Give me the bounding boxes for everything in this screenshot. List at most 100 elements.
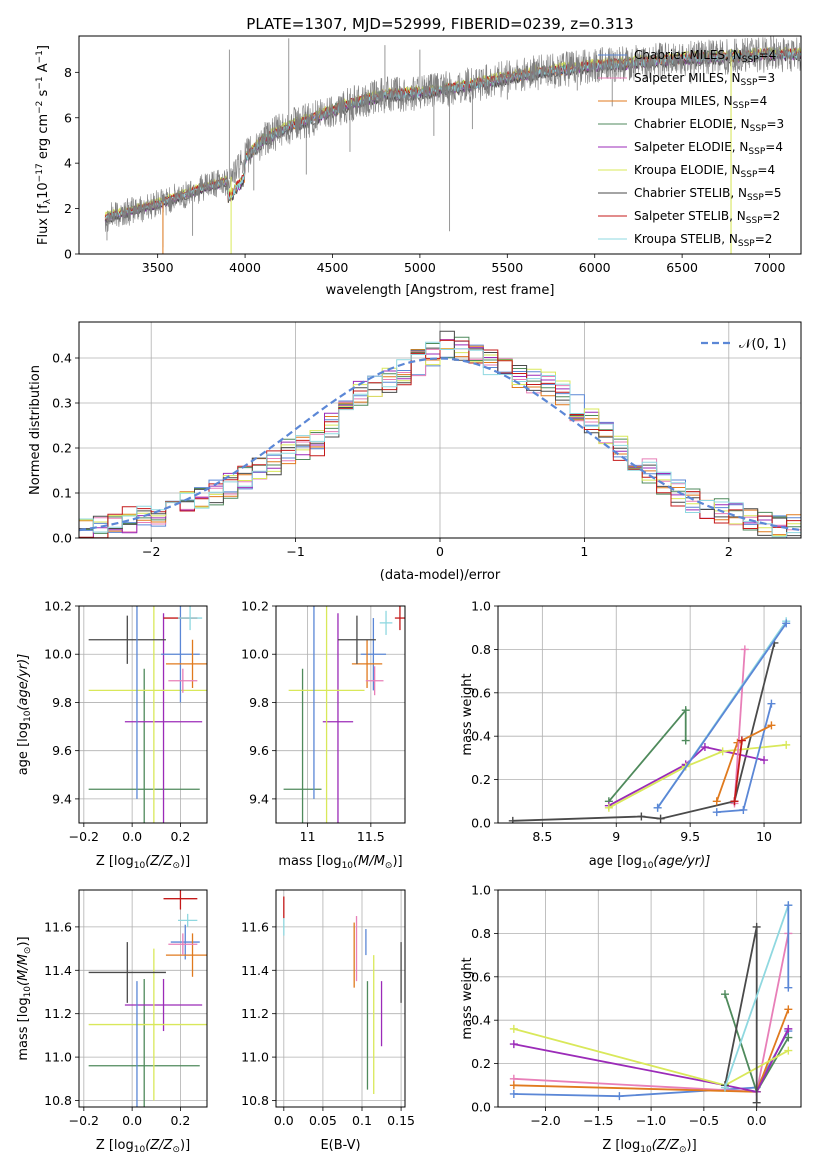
weight-marker [637,812,646,821]
legend-sub: SSP [741,78,758,88]
panel-spectrum: 3500 4000 4500 5000 5500 6000 6500 7000 0 2 4 6 8 Cha… [35,35,802,298]
x-axis-label-part: )] [687,1138,697,1153]
x-tick-label: 10 [756,829,772,844]
y-axis-label-part: λ [43,198,53,204]
y-axis-label-part: Flux [f [36,204,51,245]
weight-marker [508,816,517,823]
x-axis-label-part: )] [180,1138,190,1153]
panel-weight_vs_age: 8.5 9 9.5 10 0.0 0.2 0.4 0.6 0.8 1.0 mass weight ag… [460,599,802,871]
x-axis-label-part: 10 [134,861,146,871]
legend-label: Salpeter STELIB, NSSP=2 [634,209,780,226]
weight-marker [653,803,662,812]
weight-marker [784,1033,793,1042]
legend-label: Kroupa ELODIE, NSSP=4 [634,163,775,180]
x-axis-label-part: 10 [642,861,654,871]
y-tick-label: 1.0 [471,599,491,614]
legend-sub: SSP [738,239,755,249]
y-tick-label: 0.8 [471,642,491,657]
axes-frame [275,605,406,824]
y-tick-label: 6 [64,110,72,125]
x-tick-label: 7000 [754,260,786,275]
weight-marker [604,803,613,812]
y-axis-label: mass weight [460,673,475,755]
legend-text: Kroupa MILES, N [634,94,733,108]
y-tick-label: 0 [64,247,72,262]
x-tick-label: 5500 [491,260,523,275]
x-tick-label: 0.0 [122,829,142,844]
weight-lines [509,901,793,1107]
legend-text: Chabrier STELIB, N [634,186,747,200]
y-tick-label: 0.6 [471,685,491,700]
x-tick-label: 2 [725,544,733,559]
legend-n: =2 [763,209,781,223]
y-tick-label: 9.6 [249,743,269,758]
errorbars [88,890,207,1107]
legend-sub: SSP [748,147,765,157]
y-tick-label: 9.6 [52,743,72,758]
panel-residuals: −2 −1 0 1 2 0.0 0.1 0.2 0.3 0.4 𝒩(0, 1) (data-model… [28,321,802,583]
y-tick-label: 0.2 [52,441,72,456]
y-axis-label: age [log10(age/yr)] [16,654,33,776]
y-tick-label: 0.8 [471,926,491,941]
normal-curve [79,357,801,532]
legend-sub: SSP [742,55,759,65]
legend-text: Kroupa STELIB, N [634,232,738,246]
x-axis-label: Z [log10(Z/Z⊙)] [96,854,190,871]
y-tick-label: 0.3 [52,396,72,411]
weight-line [716,703,773,813]
y-tick-label: 0.2 [471,1056,491,1071]
axes-frame [78,889,208,1108]
y-tick-label: 0.4 [52,351,72,366]
axes-frame [497,889,802,1108]
legend-label: Salpeter MILES, NSSP=3 [634,71,775,88]
y-axis-label-part: (M/M [16,954,31,986]
x-axis-label-part: (Z/Z [145,1138,173,1153]
weight-marker [782,740,791,749]
weight-marker [739,805,748,814]
y-tick-label: 2 [64,201,72,216]
y-tick-label: 1.0 [471,883,491,898]
x-axis-label-part: Z [log [96,1138,134,1153]
weight-line [608,744,787,809]
legend-label: Kroupa STELIB, NSSP=2 [634,232,772,249]
y-tick-label: 11.4 [241,963,269,978]
y-axis-label: Normed distribution [28,365,43,495]
panel-mass_vs_Z: −0.2 0.0 0.210.811.011.211.411.6Z [log10(Z… [16,889,208,1155]
x-axis-label-part: 10 [640,1145,652,1155]
x-axis-label-part: ⊙ [172,1145,180,1155]
y-axis-label-part: 10 [23,710,33,722]
legend-sub: SSP [741,170,758,180]
x-tick-label: 9 [612,829,620,844]
legend-n: =5 [764,186,782,200]
y-axis-label-part: 10 [36,182,51,199]
legend-sub: SSP [733,101,750,111]
weight-line [733,740,743,802]
y-axis-label-part: −17 [35,163,45,182]
x-axis-label: Z [log10(Z/Z⊙)] [602,1138,696,1155]
axes-frame [78,35,802,255]
errorbars [283,896,402,1094]
legend-text: Salpeter STELIB, N [634,209,746,223]
y-tick-label: 11.6 [44,919,72,934]
y-axis-label-part: mass [log [16,997,31,1060]
y-tick-label: 11.4 [44,963,72,978]
errorbars [283,606,405,823]
x-tick-label: −1.5 [583,1113,613,1128]
figure-title: PLATE=1307, MJD=52999, FIBERID=0239, z=0… [246,15,633,33]
weight-marker [784,983,793,992]
panel-mass_vs_ebv: 0.0 0.05 0.1 0.15 10.8 11.0 11.2 11.4 11.6 E(B-V) [241,889,415,1153]
x-axis-label-part: age [log [589,854,642,869]
panel-age_vs_mass: 11 11.5 9.4 9.6 9.8 10.0 10.2 mass [log10(M/M⊙)… [241,599,406,871]
x-tick-label: 9.5 [680,829,700,844]
weight-marker [784,1005,793,1014]
y-axis-label: Flux [fλ10−17 erg cm−2 s−1 A−1] [35,45,53,245]
x-tick-label: 0.0 [747,1113,767,1128]
x-tick-label: −1 [286,544,304,559]
weight-line [656,622,787,809]
x-tick-label: −1.0 [636,1113,666,1128]
weight-marker [712,808,721,817]
legend-sub: SSP [746,216,763,226]
y-axis-label-part: erg cm [36,114,51,163]
y-tick-label: 9.8 [249,695,269,710]
weight-marker [752,922,761,931]
